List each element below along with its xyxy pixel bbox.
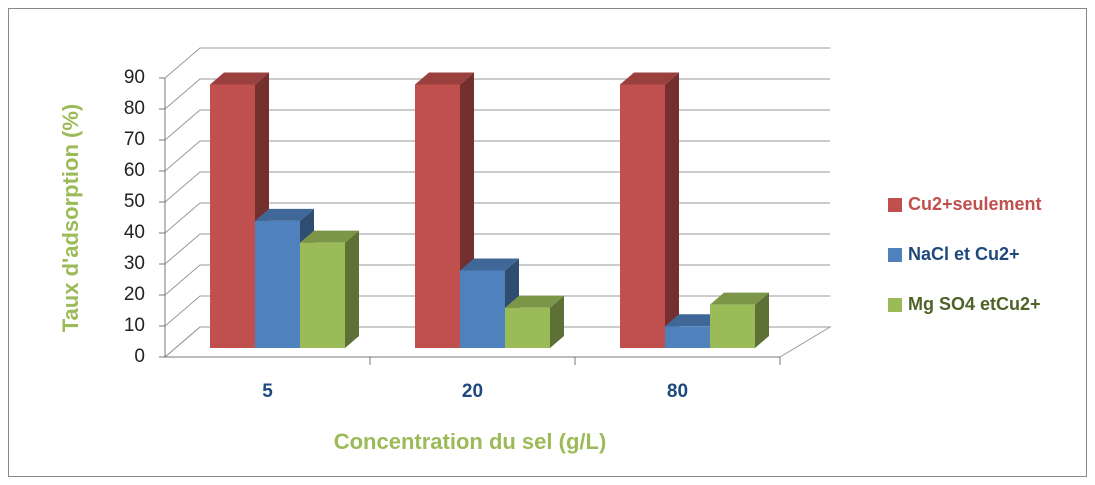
bar-top xyxy=(665,314,724,327)
bar xyxy=(505,295,564,348)
bar-top xyxy=(505,295,564,308)
x-tick-label: 80 xyxy=(667,381,688,402)
bar-front xyxy=(210,84,255,348)
bar-front xyxy=(415,84,460,348)
y-tick-label: 70 xyxy=(124,129,145,150)
legend-swatch xyxy=(888,198,902,212)
bar-front xyxy=(710,304,755,348)
x-tick-label: 20 xyxy=(462,381,483,402)
y-tick-label: 50 xyxy=(124,191,145,212)
y-tick-label: 20 xyxy=(124,284,145,305)
grid-line xyxy=(164,78,830,110)
legend-label: Mg SO4 etCu2+ xyxy=(908,294,1041,314)
bar-front xyxy=(665,326,710,348)
bar xyxy=(300,230,359,348)
y-axis-title: Taux d'adsorption (%) xyxy=(58,104,83,333)
bar-top xyxy=(710,292,769,305)
chart-border xyxy=(8,8,1087,477)
bar-top xyxy=(300,230,359,243)
bar-front xyxy=(620,84,665,348)
bar-front xyxy=(505,307,550,348)
x-tick-label: 5 xyxy=(262,381,273,402)
bar-top xyxy=(255,208,314,221)
bar-side xyxy=(665,72,679,348)
y-tick-label: 0 xyxy=(134,346,145,367)
y-tick-label: 60 xyxy=(124,160,145,181)
y-tick-label: 30 xyxy=(124,253,145,274)
bar-side xyxy=(755,292,769,348)
bar-front xyxy=(460,270,505,348)
legend-swatch xyxy=(888,248,902,262)
grid-line xyxy=(164,47,830,79)
bar-top xyxy=(460,258,519,271)
legend-label: NaCl et Cu2+ xyxy=(908,244,1020,264)
bar xyxy=(710,292,769,348)
y-tick-label: 90 xyxy=(124,67,145,88)
bar-front xyxy=(255,220,300,348)
x-axis-title: Concentration du sel (g/L) xyxy=(334,429,607,454)
bar-front xyxy=(300,242,345,348)
y-tick-label: 40 xyxy=(124,222,145,243)
bar-top xyxy=(620,72,679,85)
bar xyxy=(620,72,679,348)
bar-side xyxy=(550,295,564,348)
bar-top xyxy=(210,72,269,85)
legend-swatch xyxy=(888,298,902,312)
bar-top xyxy=(415,72,474,85)
y-tick-label: 80 xyxy=(124,98,145,119)
y-tick-label: 10 xyxy=(124,315,145,336)
bar-side xyxy=(345,230,359,348)
legend-label: Cu2+seulement xyxy=(908,194,1042,214)
